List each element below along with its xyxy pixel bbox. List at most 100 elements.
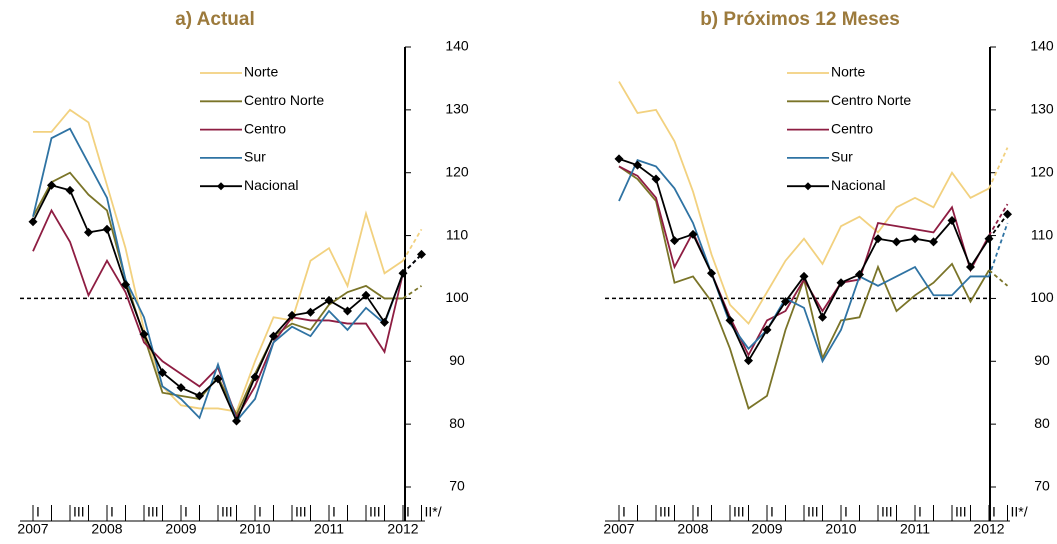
x-tick-label: I (622, 504, 626, 520)
x-tick-label: I (844, 504, 848, 520)
legend-label: Centro (244, 120, 286, 136)
marker (287, 310, 297, 320)
marker (818, 312, 827, 322)
year-label: 2011 (900, 521, 930, 537)
series-line (618, 165, 990, 410)
series-line (618, 165, 990, 357)
marker (855, 270, 864, 280)
year-label: 2012 (387, 521, 418, 537)
legend-label: Sur (244, 149, 266, 165)
x-tick-label: III (147, 504, 159, 520)
series-line (33, 108, 404, 413)
legend-label: Nacional (244, 177, 298, 193)
marker (947, 215, 957, 225)
series-line (618, 159, 989, 364)
chart-title: a) Actual (175, 9, 255, 30)
marker (232, 416, 241, 426)
year-label: 2009 (165, 521, 196, 537)
year-label: 2011 (314, 521, 344, 537)
legend-label: Centro Norte (831, 92, 911, 108)
year-label: 2008 (677, 521, 708, 537)
y-tick-label: 80 (1034, 415, 1050, 431)
marker (799, 271, 809, 281)
marker (121, 280, 130, 290)
y-tick-label: 70 (1034, 478, 1050, 494)
marker (1003, 209, 1012, 219)
y-tick-label: 70 (449, 478, 465, 494)
y-tick-label: 100 (445, 289, 469, 305)
marker (102, 224, 112, 234)
marker (892, 237, 901, 247)
legend-label: Centro (831, 120, 873, 136)
x-tick-label: I (332, 504, 336, 520)
marker (28, 217, 38, 227)
y-tick-label: 140 (1030, 38, 1054, 54)
marker (762, 325, 772, 335)
legend-label: Nacional (831, 177, 885, 193)
marker (380, 317, 389, 327)
legend-marker (804, 182, 812, 191)
marker (269, 331, 278, 341)
x-tick-label: I (258, 504, 262, 520)
x-tick-label: I (110, 504, 114, 520)
x-tick-label: III (221, 504, 233, 520)
y-tick-label: 130 (445, 101, 469, 117)
projection-line (402, 285, 423, 300)
marker (688, 229, 698, 239)
marker (176, 383, 186, 393)
x-tick-label: III (807, 504, 819, 520)
x-tick-label: I (918, 504, 922, 520)
projection-line (402, 228, 423, 262)
marker (781, 297, 790, 307)
marker (984, 234, 994, 244)
marker (250, 372, 260, 382)
legend-label: Centro Norte (244, 92, 324, 108)
year-label: 2009 (751, 521, 782, 537)
projection-line (988, 222, 1009, 277)
legend-label: Norte (831, 64, 865, 80)
x-tick-label: III (659, 504, 671, 520)
x-tick-label: III (955, 504, 967, 520)
legend-marker (217, 182, 225, 191)
x-tick-label: I (992, 504, 996, 520)
x-tick-label: I (184, 504, 188, 520)
series-line (32, 127, 404, 423)
year-label: 2007 (17, 521, 48, 537)
year-label: 2012 (973, 521, 1004, 537)
marker (417, 249, 426, 259)
x-tick-label: III (733, 504, 745, 520)
y-tick-label: 110 (446, 226, 469, 242)
projection-line (988, 213, 1009, 240)
marker (139, 329, 149, 339)
y-tick-label: 120 (445, 163, 469, 179)
x-tick-label: III (881, 504, 893, 520)
marker (614, 154, 624, 164)
marker (707, 268, 716, 278)
marker (744, 356, 753, 366)
y-tick-label: 90 (1034, 352, 1050, 368)
y-tick-label: 110 (1031, 226, 1054, 242)
x-tick-label: III (295, 504, 307, 520)
x-tick-label: II*/ (425, 504, 442, 520)
y-tick-label: 140 (445, 38, 469, 54)
marker (910, 234, 920, 244)
marker (361, 290, 371, 300)
marker (343, 306, 352, 316)
legend-label: Norte (244, 64, 278, 80)
marker (158, 368, 167, 378)
series-line (618, 81, 990, 326)
projection-line (402, 253, 423, 274)
marker (873, 234, 883, 244)
marker (836, 278, 846, 288)
marker (398, 268, 408, 278)
y-tick-label: 100 (1030, 289, 1054, 305)
y-tick-label: 130 (1030, 101, 1054, 117)
marker (670, 236, 679, 246)
marker (633, 160, 642, 170)
chart-title: b) Próximos 12 Meses (700, 9, 900, 30)
marker (306, 307, 315, 317)
marker (65, 185, 75, 195)
marker (195, 391, 204, 401)
